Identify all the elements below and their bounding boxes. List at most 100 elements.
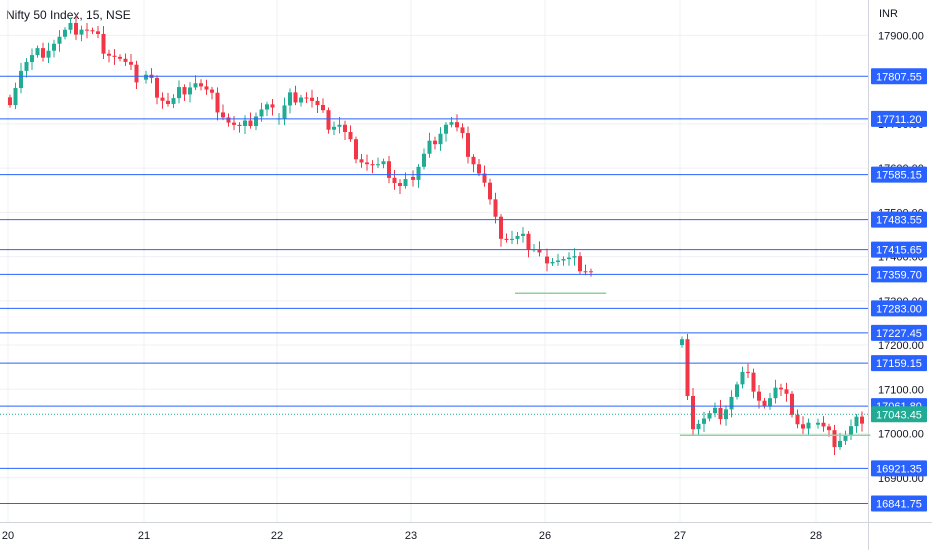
candle-body[interactable] [193,83,198,88]
candle-body[interactable] [583,271,588,273]
candle-body[interactable] [30,55,34,63]
candle-body[interactable] [254,116,258,127]
candle-body[interactable] [493,199,498,217]
candle-body[interactable] [821,422,826,427]
candle-body[interactable] [265,104,269,110]
last-price-tag[interactable] [871,406,927,423]
candle-body[interactable] [19,70,23,88]
candle-body[interactable] [354,139,358,160]
candle-body[interactable] [226,117,231,123]
candle-body[interactable] [449,122,454,125]
candle-body[interactable] [545,256,549,264]
level-price-tag[interactable] [871,266,927,283]
candle-body[interactable] [107,53,111,56]
candle-body[interactable] [35,48,40,56]
candle-body[interactable] [827,426,831,431]
candle-body[interactable] [204,86,209,90]
candle-body[interactable] [144,74,148,80]
candle-body[interactable] [376,164,380,166]
candle-body[interactable] [381,161,386,165]
level-price-tag[interactable] [871,495,927,512]
candle-body[interactable] [589,271,593,273]
candle-body[interactable] [259,109,264,117]
candle-body[interactable] [471,156,476,165]
candle-body[interactable] [416,166,421,180]
candle-body[interactable] [499,216,503,239]
candle-body[interactable] [188,87,192,95]
candle-body[interactable] [68,22,73,30]
candle-body[interactable] [237,124,242,127]
candle-body[interactable] [57,36,62,44]
candle-body[interactable] [282,105,287,119]
candle-body[interactable] [343,124,347,133]
candle-body[interactable] [504,238,509,240]
candle-body[interactable] [155,77,159,98]
candle-body[interactable] [332,126,336,130]
candle-body[interactable] [455,122,459,128]
candle-body[interactable] [129,61,133,65]
candle-body[interactable] [112,55,117,57]
candle-body[interactable] [740,371,745,385]
candle-body[interactable] [427,140,432,154]
candle-body[interactable] [171,98,176,104]
candle-body[interactable] [438,133,443,145]
candle-body[interactable] [806,422,811,429]
candle-body[interactable] [718,407,723,420]
candle-body[interactable] [288,92,292,106]
candle-body[interactable] [832,430,837,448]
candle-body[interactable] [843,434,848,441]
level-price-tag[interactable] [871,166,927,183]
candle-body[interactable] [790,393,794,415]
candle-body[interactable] [74,22,78,35]
candle-body[interactable] [702,418,706,424]
candle-body[interactable] [773,387,778,399]
candle-body[interactable] [729,396,734,410]
candle-body[interactable] [215,92,220,113]
candle-body[interactable] [444,124,448,134]
candle-body[interactable] [691,395,695,430]
level-price-tag[interactable] [871,241,927,258]
candle-body[interactable] [578,256,582,272]
candle-body[interactable] [359,159,364,163]
candle-body[interactable] [166,100,170,104]
candle-body[interactable] [515,235,520,239]
candle-body[interactable] [572,256,577,258]
candle-body[interactable] [510,238,514,240]
candle-body[interactable] [85,29,89,31]
candle-body[interactable] [411,176,415,180]
candle-body[interactable] [816,422,820,425]
candle-body[interactable] [854,416,859,427]
level-price-tag[interactable] [871,300,927,317]
candle-body[interactable] [41,48,45,58]
candle-body[interactable] [707,413,712,419]
candle-body[interactable] [101,33,106,54]
candle-body[interactable] [526,233,531,250]
level-price-tag[interactable] [871,460,927,477]
candle-body[interactable] [680,339,684,346]
candle-body[interactable] [482,173,487,183]
candle-body[interactable] [387,161,391,178]
candle-body[interactable] [392,177,397,184]
candle-body[interactable] [326,110,331,130]
level-price-tag[interactable] [871,324,927,341]
candle-body[interactable] [199,83,203,87]
candle-body[interactable] [118,56,122,59]
candle-body[interactable] [310,97,314,101]
candle-body[interactable] [795,414,800,425]
candle-body[interactable] [685,339,690,396]
candle-body[interactable] [348,132,353,140]
candle-body[interactable] [299,97,303,103]
candle-body[interactable] [460,127,465,134]
candle-body[interactable] [304,97,309,99]
candle-body[interactable] [90,30,95,32]
candle-body[interactable] [365,162,369,165]
candle-body[interactable] [63,29,67,37]
candle-body[interactable] [696,423,701,430]
candle-body[interactable] [182,87,187,95]
candle-body[interactable] [160,97,165,101]
candle-body[interactable] [293,92,298,103]
level-price-tag[interactable] [871,211,927,228]
candle-body[interactable] [550,261,555,264]
candle-body[interactable] [8,97,12,106]
